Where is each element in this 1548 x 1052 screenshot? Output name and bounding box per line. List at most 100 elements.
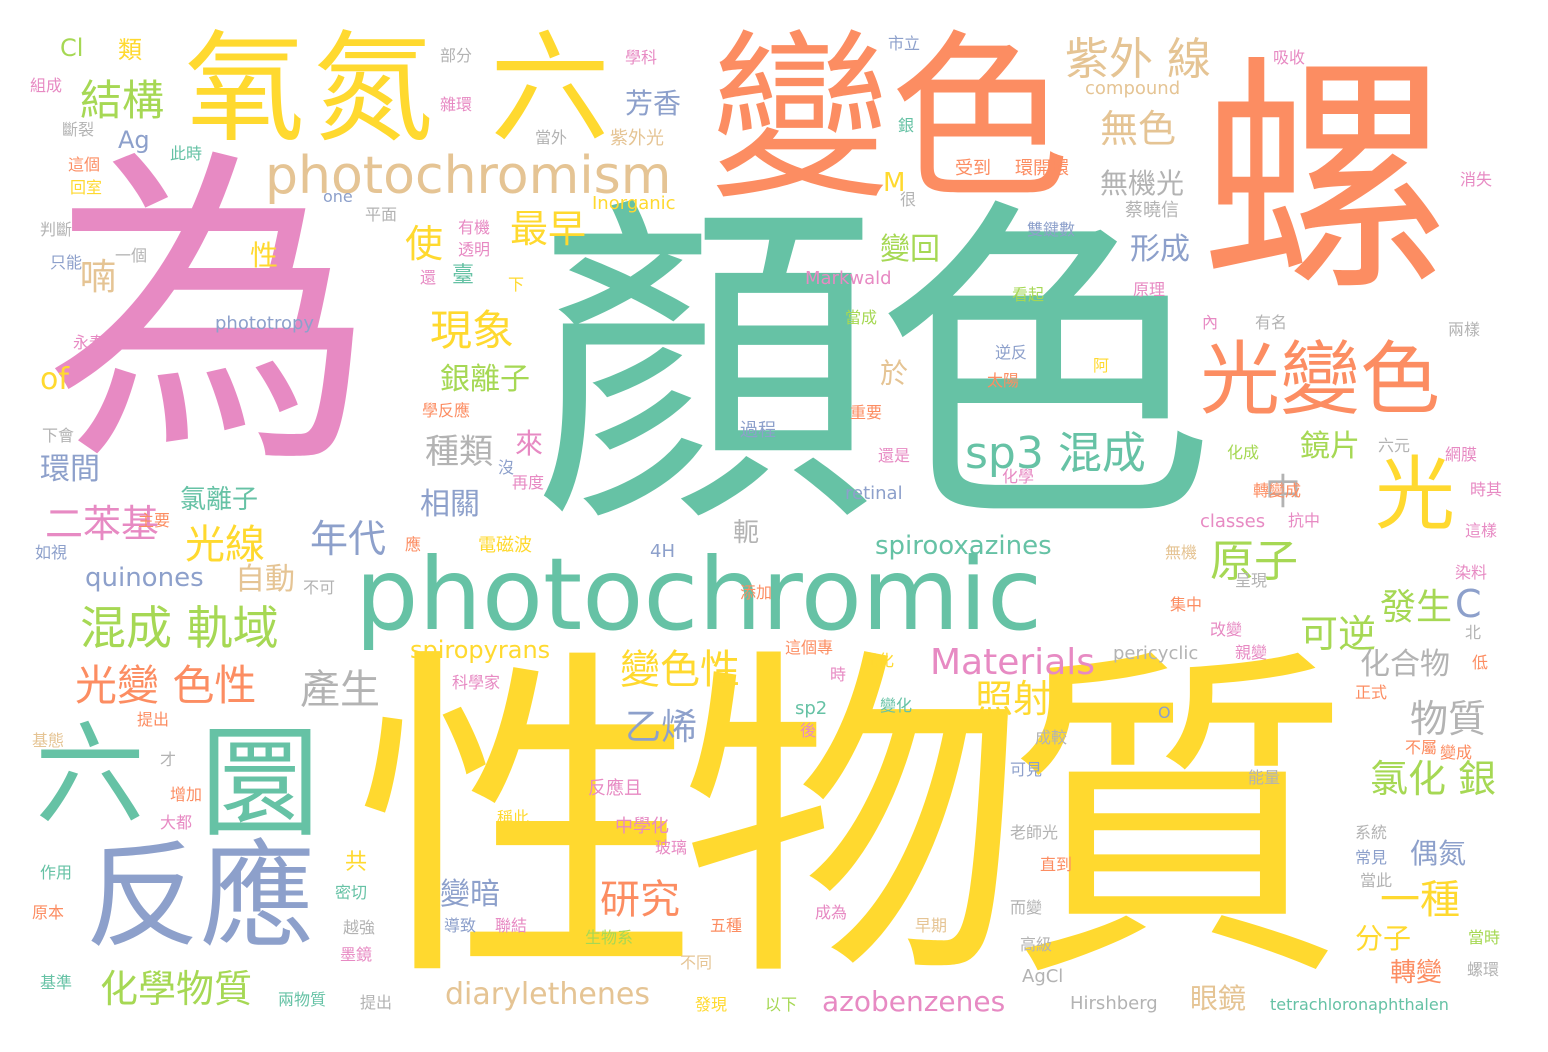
word: 市立 xyxy=(888,34,921,53)
word: 提出 xyxy=(137,710,170,729)
word: 發現 xyxy=(695,995,728,1014)
word: Markwald xyxy=(805,268,892,289)
word: AgCl xyxy=(1022,966,1064,987)
word: quinones xyxy=(85,563,204,593)
word: 組成 xyxy=(30,76,63,95)
word: 還是 xyxy=(878,446,911,465)
word: 種類 xyxy=(425,432,493,472)
word: 還 xyxy=(420,268,437,287)
word: 混成 軌域 xyxy=(80,601,279,655)
word: 呈現 xyxy=(1235,571,1268,590)
word: 太陽 xyxy=(987,371,1020,390)
word: 六 xyxy=(35,711,145,839)
word: 沒 xyxy=(498,458,515,477)
word: 形成 xyxy=(1130,232,1190,267)
word: 正式 xyxy=(1355,683,1388,702)
word: 五種 xyxy=(710,916,743,935)
word: 化學 xyxy=(1002,467,1035,486)
word: 學反應 xyxy=(422,401,471,420)
word: 抗中 xyxy=(1288,511,1321,530)
word: 分子 xyxy=(1355,922,1412,955)
word: 以下 xyxy=(765,995,798,1014)
word: 臺 xyxy=(452,263,475,288)
word: 銀 xyxy=(898,116,915,135)
word: 紫外 線 xyxy=(1065,34,1211,85)
word: compound xyxy=(1085,78,1181,99)
word: 聯結 xyxy=(495,916,528,935)
word: 當此 xyxy=(1360,871,1393,890)
word: 越強 xyxy=(343,918,376,937)
word: 透明 xyxy=(458,240,491,259)
word: 不屬 xyxy=(1405,738,1438,757)
word: 反應 xyxy=(85,830,316,964)
word: 雜環 xyxy=(440,95,473,114)
word: 有機 xyxy=(458,218,491,237)
word: 當時 xyxy=(1468,928,1501,947)
word: diarylethenes xyxy=(445,977,650,1012)
word: 一種 xyxy=(1380,877,1460,923)
word: 回室 xyxy=(70,178,103,197)
word: 轉變成 xyxy=(1253,481,1302,500)
word: 如視 xyxy=(35,543,68,562)
word: 很 xyxy=(900,190,917,209)
word: 時 xyxy=(830,665,847,684)
word: 北 xyxy=(1465,623,1482,642)
word: 高級 xyxy=(1020,935,1053,954)
word: 受到 xyxy=(955,158,991,179)
word: 斷裂 xyxy=(62,120,95,139)
word: 重要 xyxy=(850,403,883,422)
word: 原本 xyxy=(32,903,65,922)
word: of xyxy=(40,362,69,397)
word: 一個 xyxy=(115,246,148,265)
word: 喃 xyxy=(80,257,117,298)
word: 二苯基 xyxy=(45,502,160,546)
word: 下會 xyxy=(42,426,75,445)
word: 化合物 xyxy=(1360,647,1450,682)
word: 原理 xyxy=(1133,280,1166,299)
word: 化成 xyxy=(1227,443,1260,462)
word: 光 xyxy=(1375,448,1455,541)
word: 年代 xyxy=(310,517,387,561)
word: 光線 xyxy=(185,522,265,568)
word: 只能 xyxy=(50,253,83,272)
word: 而變 xyxy=(1010,898,1043,917)
word: 消失 xyxy=(1460,170,1493,189)
word: retinal xyxy=(845,483,903,504)
word: 看起 xyxy=(1012,285,1045,304)
word: 平面 xyxy=(365,205,398,224)
word: 氯離子 xyxy=(180,485,259,515)
word: 來 xyxy=(515,427,544,460)
word: 逆反 xyxy=(995,343,1028,362)
word: 成為 xyxy=(815,903,848,922)
word: 科學家 xyxy=(452,673,501,692)
word: 紫外光 xyxy=(610,128,664,149)
word: 4H xyxy=(650,541,675,562)
word: 當外 xyxy=(535,128,568,147)
word: 染料 xyxy=(1455,563,1488,582)
word: 主要 xyxy=(138,511,171,530)
word: 無機光 xyxy=(1100,167,1185,200)
word: one xyxy=(323,187,353,206)
word: 當成 xyxy=(845,308,878,327)
word: 光化 xyxy=(862,651,895,670)
word: 可見 xyxy=(1010,760,1043,779)
word: Inorganic xyxy=(592,193,676,214)
word: 生物系 xyxy=(585,928,634,947)
word: 增加 xyxy=(170,785,203,804)
word: 光變 色性 xyxy=(75,661,257,710)
word: 電磁波 xyxy=(478,535,532,556)
word: 低 xyxy=(1472,653,1489,672)
word: azobenzenes xyxy=(822,985,1006,1018)
word: 轉變 xyxy=(1390,958,1443,988)
word: 集中 xyxy=(1170,595,1203,614)
word: 此時 xyxy=(170,144,203,163)
word: 學科 xyxy=(625,48,658,67)
word: 基態 xyxy=(32,731,65,750)
word: 螺 xyxy=(1200,34,1450,325)
word: pericyclic xyxy=(1113,643,1199,664)
word: O xyxy=(1158,703,1171,722)
word: sp3 混成 xyxy=(965,428,1146,479)
word: 變化 xyxy=(880,696,913,715)
word: 無色 xyxy=(1100,107,1177,151)
